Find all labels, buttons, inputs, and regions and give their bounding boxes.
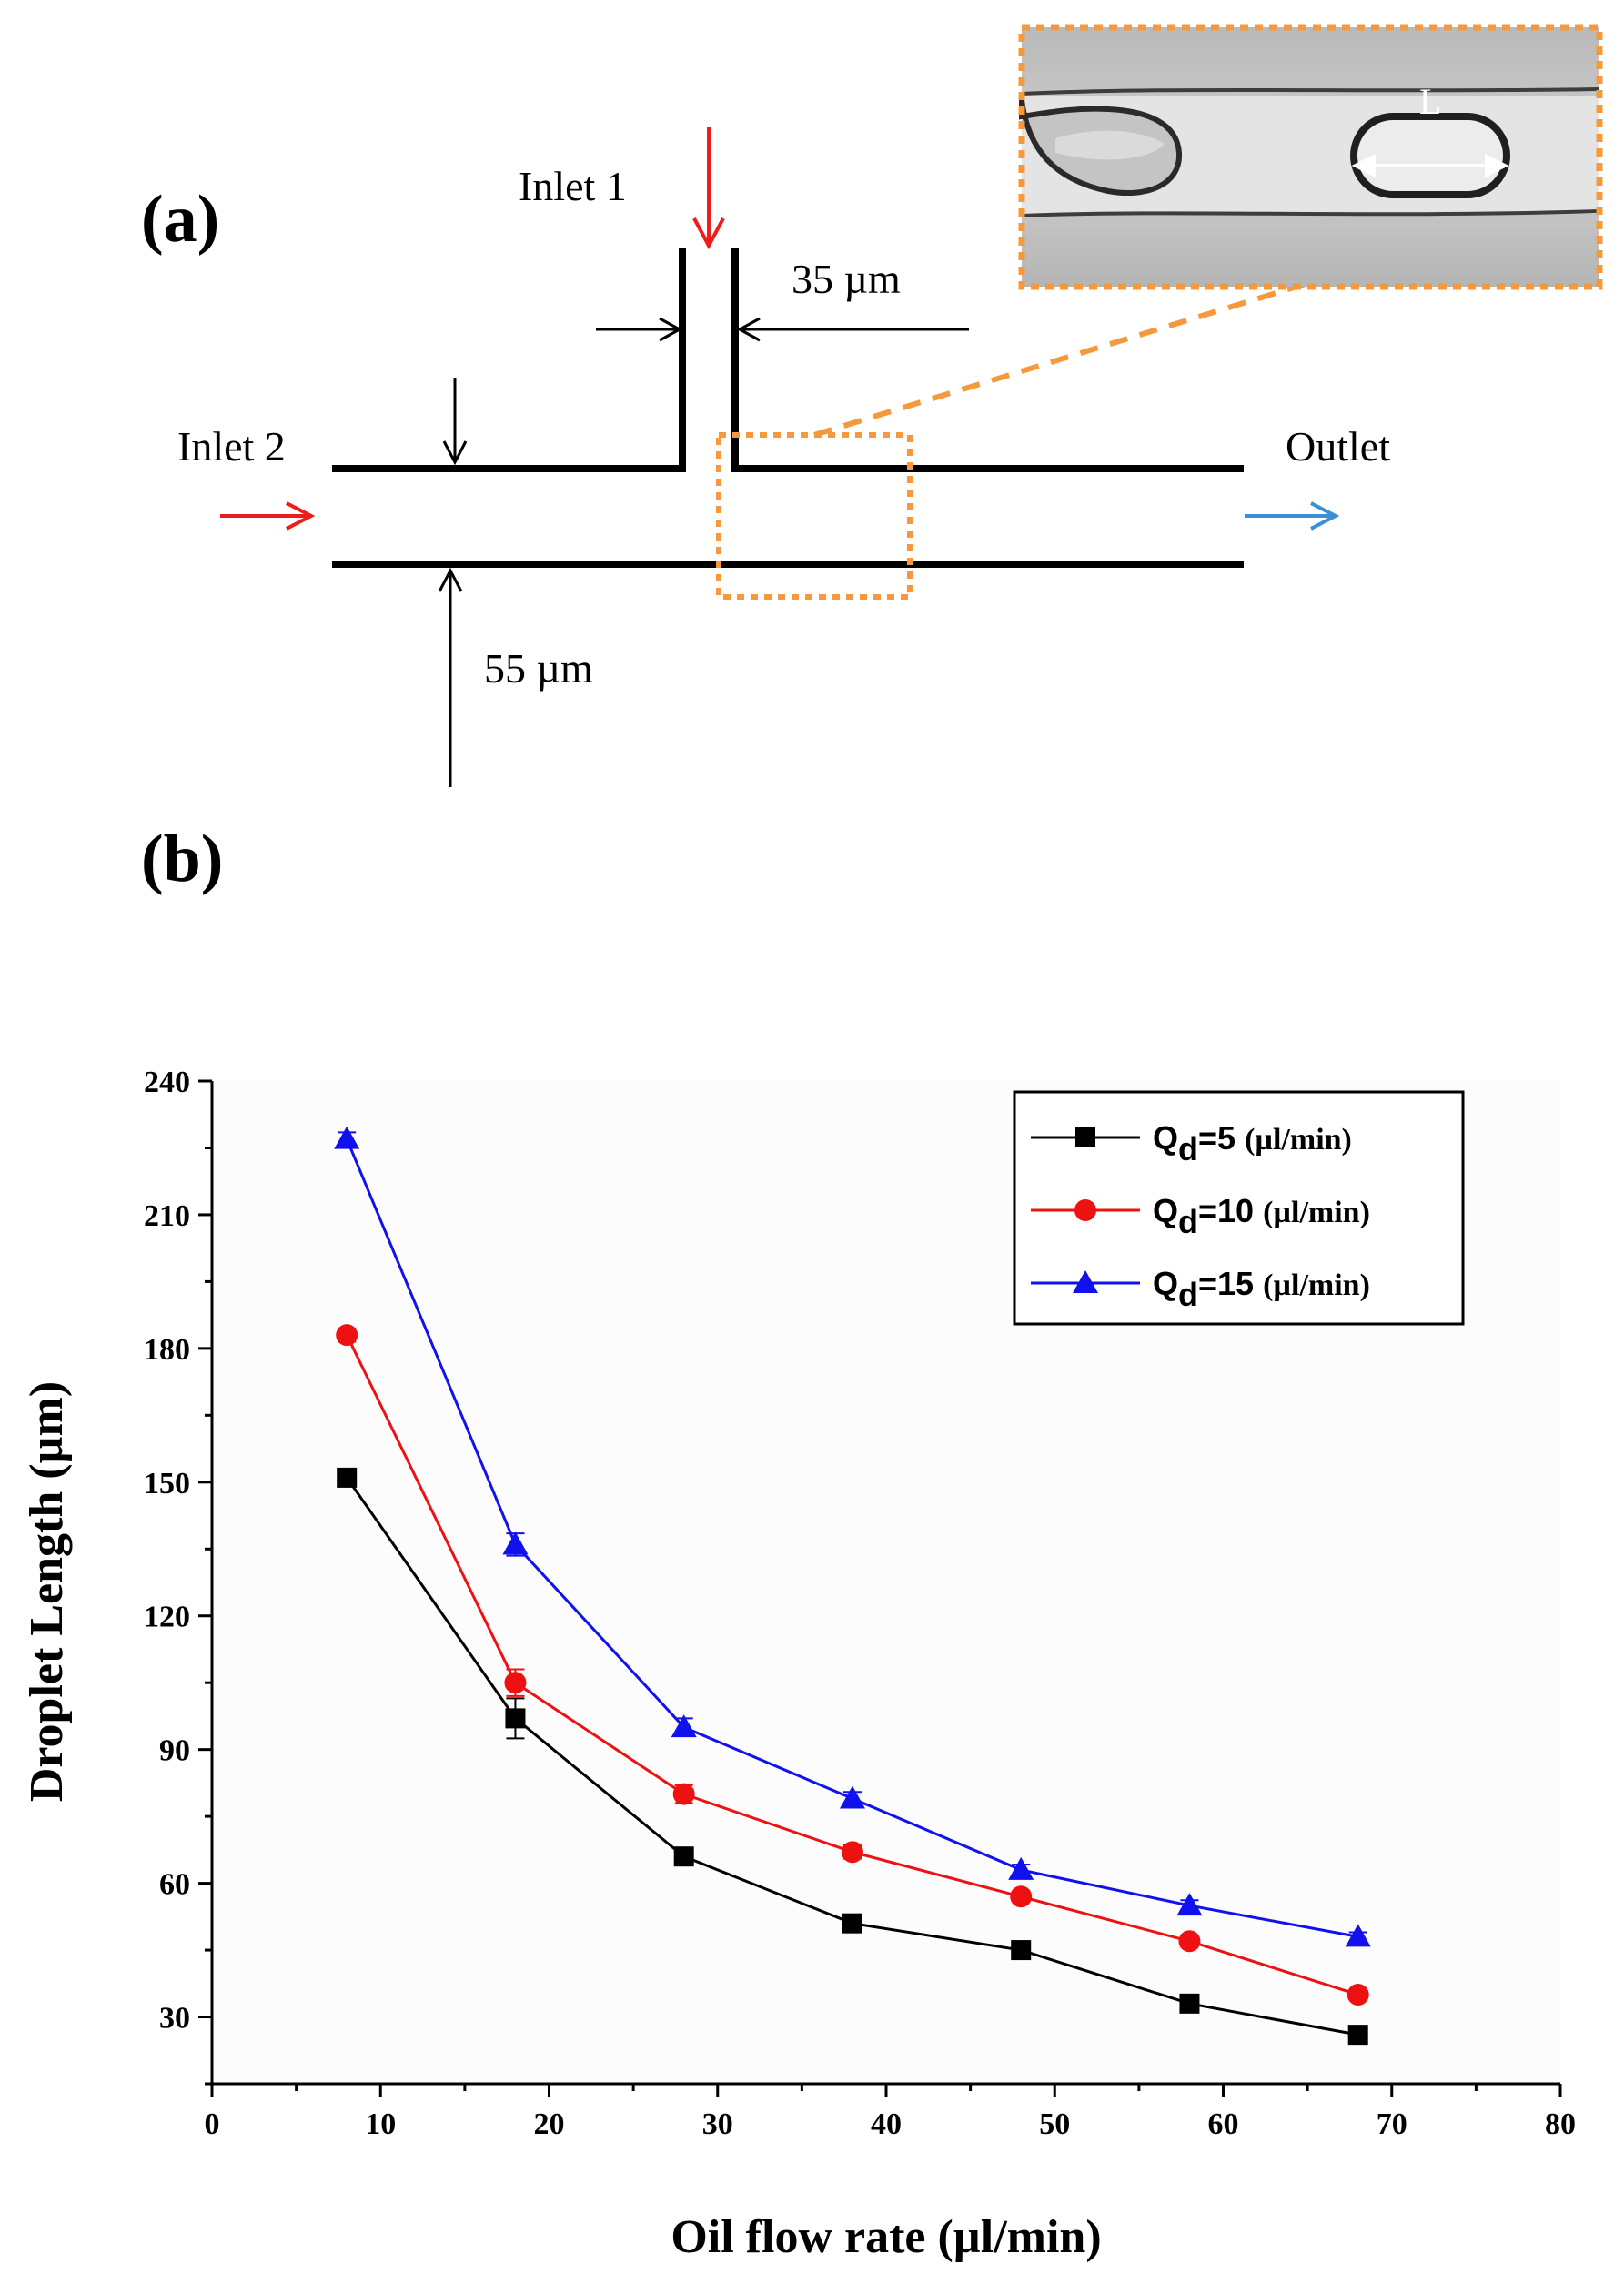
series-layer [334, 1126, 1371, 2046]
channel-width-dimension-arrows [438, 378, 468, 787]
x-axis-title: Oil flow rate (µl/min) [671, 2211, 1101, 2263]
droplet [1350, 113, 1510, 198]
x-tick-label: 30 [702, 2107, 733, 2141]
micrograph-inset: L [1018, 24, 1603, 290]
inset-frame [1018, 24, 1603, 290]
data-point [1176, 1893, 1203, 1916]
panel-b: (b) [141, 822, 223, 896]
data-point [337, 1467, 358, 1488]
legend-label: Qd=10 (µl/min) [1153, 1192, 1370, 1240]
y-tick-label: 240 [144, 1066, 190, 1099]
zoom-region [716, 281, 1306, 600]
x-tick-label: 20 [534, 2107, 565, 2141]
x-tick-label: 70 [1377, 2107, 1407, 2141]
legend-entry: Qd=15 (µl/min) [1031, 1265, 1370, 1313]
x-tick-label: 50 [1039, 2107, 1070, 2141]
channel-width-label: 55 µm [484, 645, 593, 692]
channel-schematic [332, 248, 1244, 568]
data-point [1345, 1924, 1371, 1947]
data-point [841, 1841, 863, 1864]
data-point [505, 1708, 526, 1729]
data-point [1010, 1885, 1033, 1908]
data-point [671, 1714, 697, 1738]
data-point [1347, 2025, 1368, 2046]
legend-label: Qd=15 (µl/min) [1153, 1265, 1370, 1313]
series-Q_d=15 [334, 1126, 1371, 1947]
y-tick-label: 150 [144, 1467, 190, 1501]
data-point [1347, 1984, 1369, 2006]
outlet-label: Outlet [1286, 423, 1390, 470]
legend-entry: Qd=10 (µl/min) [1031, 1192, 1370, 1240]
legend: Qd=5 (µl/min) Qd=10 (µl/min) Qd=15 (µl/min) [1013, 1090, 1465, 1326]
inlet1-arrow-icon [692, 127, 725, 250]
panel-b-label: (b) [141, 822, 223, 896]
x-tick-label: 10 [365, 2107, 396, 2141]
y-axis-title: Droplet Length (µm) [21, 1381, 73, 1802]
inlet2-label: Inlet 2 [177, 423, 286, 470]
panel-a: (a) Inlet 1 Inlet 2 Outlet 35 µm 55 µm [141, 24, 1603, 787]
legend-entry: Qd=5 (µl/min) [1031, 1119, 1352, 1167]
data-point [502, 1531, 529, 1555]
y-tick-label: 60 [159, 1868, 190, 1902]
data-point [673, 1846, 694, 1867]
data-point [1008, 1856, 1034, 1880]
inlet-width-dimension-arrows [596, 317, 969, 342]
x-tick-label: 80 [1545, 2107, 1576, 2141]
legend-marker [1074, 1199, 1096, 1221]
y-tick-label: 30 [159, 2002, 190, 2036]
legend-marker [1075, 1127, 1095, 1147]
series-Q_d=10 [336, 1324, 1369, 2006]
x-tick-label: 60 [1208, 2107, 1239, 2141]
series-Q_d=5 [337, 1467, 1368, 2046]
inlet1-label: Inlet 1 [519, 163, 627, 209]
length-label: L [1419, 81, 1441, 122]
data-point [336, 1324, 358, 1347]
data-point [1011, 1940, 1032, 1961]
legend-marker [1073, 1270, 1098, 1293]
legend-label: Qd=5 (µl/min) [1153, 1119, 1352, 1167]
inlet2-arrow-icon [220, 501, 316, 531]
outlet-arrow-icon [1245, 501, 1340, 531]
y-tick-label: 90 [159, 1734, 190, 1768]
data-point [334, 1126, 360, 1149]
y-tick-label: 210 [144, 1199, 190, 1233]
length-arrow-icon [1351, 153, 1509, 178]
data-point [1179, 1993, 1200, 2014]
x-tick-label: 0 [205, 2107, 220, 2141]
y-tick-label: 120 [144, 1601, 190, 1634]
y-tick-label: 180 [144, 1333, 190, 1367]
ticks: 0 10 20 30 40 50 60 70 80 30 60 90 120 150 180 210 240 [144, 1066, 1576, 2141]
zoom-box [716, 432, 913, 600]
inlet-width-label: 35 µm [792, 256, 901, 302]
data-point [672, 1783, 695, 1805]
data-point [1178, 1930, 1201, 1953]
data-point [839, 1785, 865, 1809]
panel-a-label: (a) [141, 182, 219, 257]
zoom-connector [813, 281, 1306, 438]
x-tick-label: 40 [871, 2107, 902, 2141]
droplet-length-chart: 0 10 20 30 40 50 60 70 80 30 60 90 120 150 180 210 240 Q… [21, 1066, 1576, 2263]
data-point [842, 1913, 862, 1934]
data-point [504, 1672, 527, 1694]
